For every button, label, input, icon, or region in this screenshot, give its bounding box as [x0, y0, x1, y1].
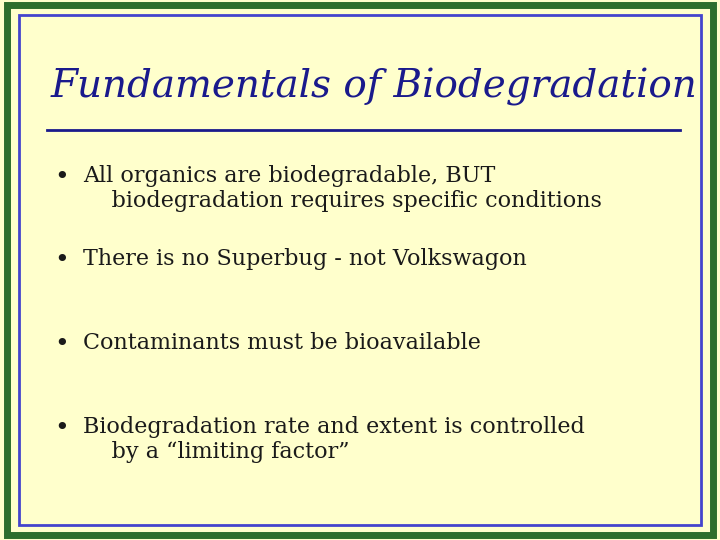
Text: All organics are biodegradable, BUT
    biodegradation requires specific conditi: All organics are biodegradable, BUT biod… [83, 165, 602, 212]
Text: •: • [54, 165, 68, 188]
Text: •: • [54, 416, 68, 440]
FancyBboxPatch shape [7, 5, 713, 535]
Text: Biodegradation rate and extent is controlled
    by a “limiting factor”: Biodegradation rate and extent is contro… [83, 416, 585, 463]
Text: •: • [54, 248, 68, 272]
Text: There is no Superbug - not Volkswagon: There is no Superbug - not Volkswagon [83, 248, 526, 271]
Text: •: • [54, 332, 68, 356]
Text: Fundamentals of Biodegradation: Fundamentals of Biodegradation [50, 68, 697, 105]
Text: Contaminants must be bioavailable: Contaminants must be bioavailable [83, 332, 481, 354]
